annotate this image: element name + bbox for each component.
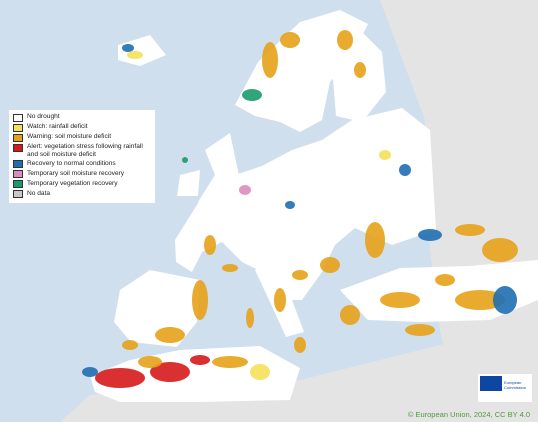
drought-patch bbox=[274, 288, 286, 312]
drought-patch bbox=[418, 229, 442, 241]
drought-patch bbox=[122, 44, 134, 52]
drought-patch bbox=[250, 364, 270, 380]
legend-label: Alert: vegetation stress following rainf… bbox=[27, 143, 143, 158]
drought-patch bbox=[340, 305, 360, 325]
drought-patch bbox=[280, 32, 300, 48]
drought-patch bbox=[127, 51, 143, 59]
legend-swatch bbox=[13, 180, 23, 189]
drought-patch bbox=[204, 235, 216, 255]
legend-label: Watch: rainfall deficit bbox=[27, 123, 88, 130]
drought-patch bbox=[455, 224, 485, 236]
legend-label: Temporary vegetation recovery bbox=[27, 179, 118, 187]
copyright: © European Union, 2024, CC BY 4.0 bbox=[407, 410, 530, 419]
drought-patch bbox=[262, 42, 278, 78]
drought-patch bbox=[405, 324, 435, 336]
drought-patch bbox=[455, 290, 505, 310]
legend: No drought Watch: rainfall deficit Warning… bbox=[9, 110, 155, 203]
legend-swatch bbox=[13, 160, 23, 169]
drought-patch bbox=[122, 340, 138, 350]
drought-patch bbox=[138, 356, 162, 368]
legend-label: Recovery to normal conditions bbox=[27, 159, 116, 167]
drought-patch bbox=[493, 286, 517, 314]
eu-flag bbox=[480, 376, 502, 391]
logo-text: European Commission bbox=[504, 380, 527, 390]
drought-patch bbox=[380, 292, 420, 308]
drought-patch bbox=[320, 257, 340, 273]
drought-patch bbox=[150, 362, 190, 382]
legend-label: No drought bbox=[27, 113, 60, 120]
legend-item: No data bbox=[13, 190, 151, 199]
legend-swatch bbox=[13, 170, 23, 179]
drought-patch bbox=[482, 238, 518, 262]
legend-swatch bbox=[13, 113, 23, 122]
legend-item: Temporary soil moisture recovery bbox=[13, 170, 151, 179]
drought-patch bbox=[246, 308, 254, 328]
legend-item: Warning: soil moisture deficit bbox=[13, 133, 151, 142]
legend-label: No data bbox=[27, 189, 51, 197]
drought-patch bbox=[212, 356, 248, 368]
drought-patch bbox=[399, 164, 411, 176]
legend-swatch bbox=[13, 190, 23, 199]
outside-land bbox=[380, 0, 538, 422]
drought-patch bbox=[239, 185, 251, 195]
drought-patch bbox=[182, 157, 188, 163]
drought-patch bbox=[294, 337, 306, 353]
ireland bbox=[177, 170, 200, 196]
drought-patch bbox=[435, 274, 455, 286]
drought-patch bbox=[285, 201, 295, 209]
legend-swatch bbox=[13, 133, 23, 142]
legend-item: Temporary vegetation recovery bbox=[13, 180, 151, 189]
drought-patch bbox=[82, 367, 98, 377]
iberia bbox=[114, 270, 200, 347]
drought-patch bbox=[292, 270, 308, 280]
drought-patch bbox=[337, 30, 353, 50]
legend-swatch bbox=[13, 123, 23, 132]
drought-patch bbox=[379, 150, 391, 160]
drought-patch bbox=[190, 355, 210, 365]
legend-item: No drought bbox=[13, 113, 151, 122]
drought-patch bbox=[155, 327, 185, 343]
eu-logo: European Commission bbox=[478, 374, 532, 402]
legend-swatch bbox=[13, 143, 23, 152]
drought-patch bbox=[354, 62, 366, 78]
mainland bbox=[175, 108, 436, 300]
drought-patch bbox=[365, 222, 385, 258]
drought-patch bbox=[192, 280, 208, 320]
britain bbox=[198, 133, 242, 206]
drought-patch bbox=[95, 368, 145, 388]
legend-label: Temporary soil moisture recovery bbox=[27, 169, 125, 177]
legend-item: Watch: rainfall deficit bbox=[13, 123, 151, 132]
legend-item: Alert: vegetation stress following rainf… bbox=[13, 143, 151, 158]
legend-label: Warning: soil moisture deficit bbox=[27, 133, 112, 140]
drought-patches bbox=[82, 30, 518, 388]
legend-item: Recovery to normal conditions bbox=[13, 160, 151, 169]
drought-patch bbox=[242, 89, 262, 101]
drought-patch bbox=[222, 264, 238, 272]
iceland bbox=[118, 35, 166, 66]
